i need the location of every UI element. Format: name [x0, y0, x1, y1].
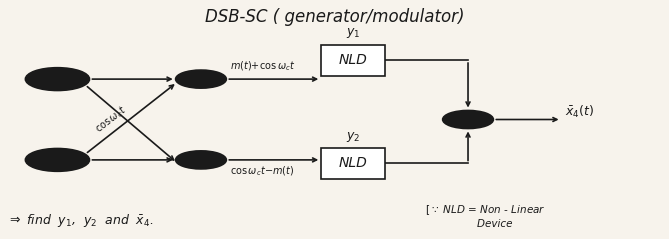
Text: $y_1$: $y_1$	[346, 26, 360, 40]
Text: NLD: NLD	[339, 157, 367, 170]
Text: $m(t){+}\cos\omega_c t$: $m(t){+}\cos\omega_c t$	[229, 60, 295, 73]
Text: $[\because$ NLD = Non - Linear
                Device: $[\because$ NLD = Non - Linear Device	[425, 203, 545, 229]
Text: $m(t)$: $m(t)$	[45, 71, 69, 84]
Text: $\Rightarrow$ find  $y_1$,  $y_2$  and  $\bar{x}_4$.: $\Rightarrow$ find $y_1$, $y_2$ and $\ba…	[7, 212, 154, 229]
Circle shape	[175, 151, 226, 169]
FancyBboxPatch shape	[321, 148, 385, 179]
Text: $-$: $-$	[194, 150, 208, 168]
Text: $\cos\omega_c t$: $\cos\omega_c t$	[92, 103, 129, 136]
Text: $\cos\omega_c t{-}m(t)$: $\cos\omega_c t{-}m(t)$	[229, 165, 294, 178]
Text: NLD: NLD	[339, 53, 367, 67]
Text: +: +	[462, 111, 474, 126]
Circle shape	[25, 148, 90, 171]
Text: $y_2$: $y_2$	[346, 130, 360, 144]
Circle shape	[443, 110, 494, 129]
Circle shape	[175, 70, 226, 88]
Circle shape	[25, 68, 90, 91]
Text: $\bar{x}_4(t)$: $\bar{x}_4(t)$	[565, 104, 594, 120]
Text: DSB-SC ( generator/modulator): DSB-SC ( generator/modulator)	[205, 8, 464, 26]
Text: $-$: $-$	[471, 121, 481, 131]
FancyBboxPatch shape	[321, 45, 385, 76]
Text: +: +	[195, 71, 207, 86]
